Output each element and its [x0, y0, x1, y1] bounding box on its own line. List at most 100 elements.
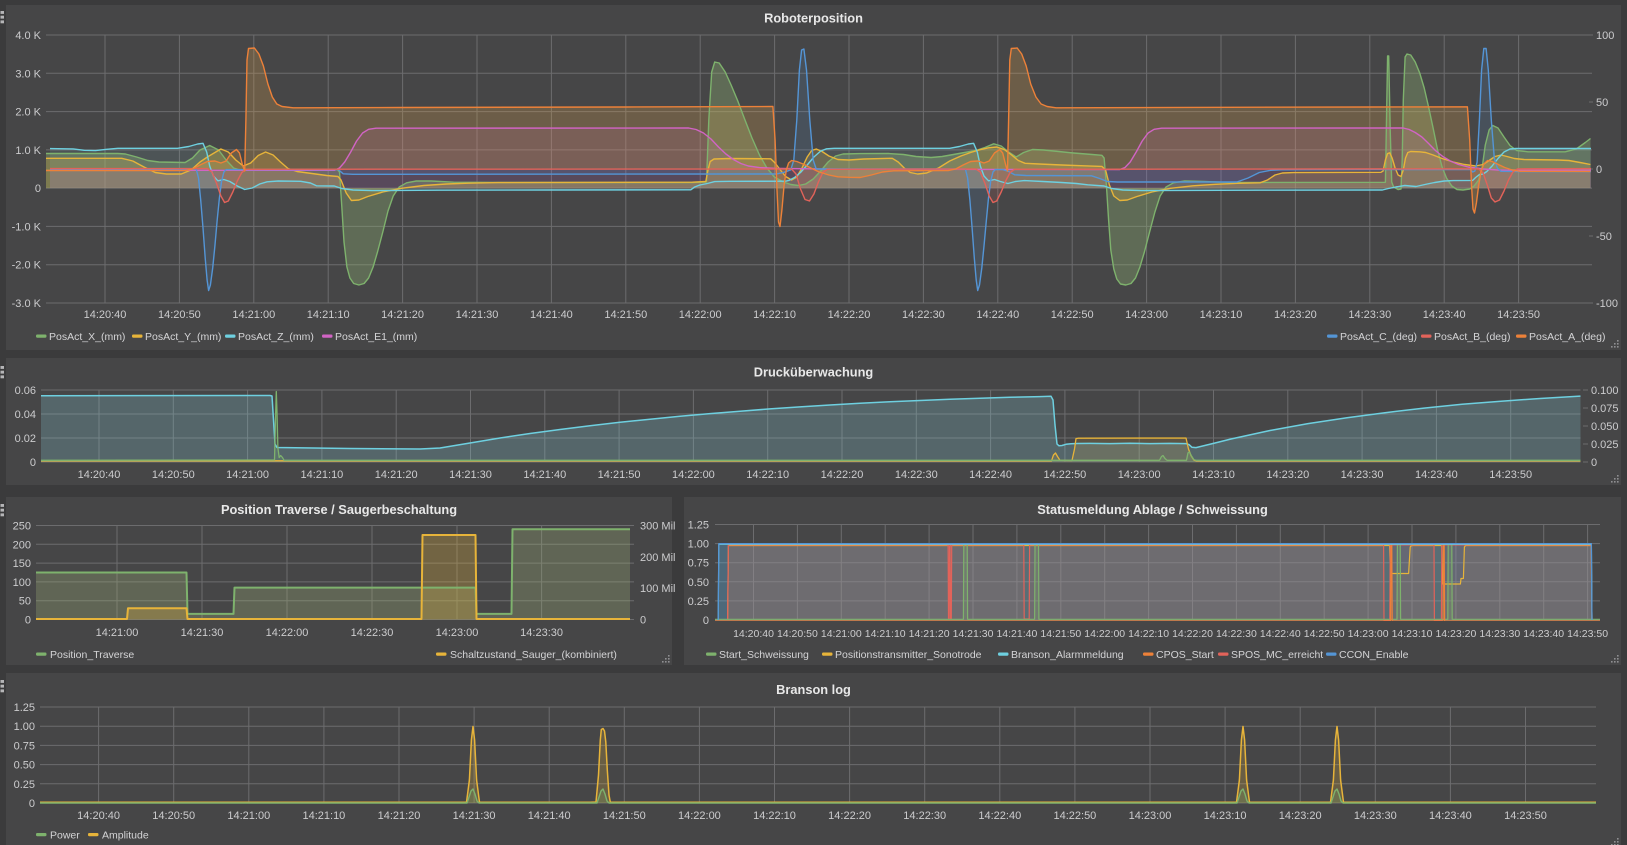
svg-text:14:23:30: 14:23:30	[1479, 628, 1520, 640]
svg-text:Schaltzustand_Sauger_(kombinie: Schaltzustand_Sauger_(kombiniert)	[450, 649, 617, 661]
svg-text:14:21:50: 14:21:50	[603, 810, 646, 822]
svg-text:14:21:50: 14:21:50	[604, 309, 647, 321]
svg-text:14:23:40: 14:23:40	[1429, 810, 1472, 822]
svg-text:Roboterposition: Roboterposition	[764, 11, 863, 26]
svg-text:14:22:20: 14:22:20	[821, 469, 864, 481]
svg-text:Positionstransmitter_Sonotrode: Positionstransmitter_Sonotrode	[835, 649, 982, 661]
svg-text:14:22:00: 14:22:00	[1084, 628, 1125, 640]
svg-text:14:22:40: 14:22:40	[976, 309, 1019, 321]
svg-text:14:21:00: 14:21:00	[821, 628, 862, 640]
svg-text:Statusmeldung Ablage / Schweis: Statusmeldung Ablage / Schweissung	[1037, 502, 1268, 517]
svg-text:PosAct_Y_(mm): PosAct_Y_(mm)	[145, 331, 221, 343]
svg-text:14:23:30: 14:23:30	[1348, 309, 1391, 321]
svg-text:14:20:50: 14:20:50	[777, 628, 818, 640]
svg-text:14:21:00: 14:21:00	[96, 627, 139, 639]
svg-text:14:21:20: 14:21:20	[375, 469, 418, 481]
svg-text:14:20:50: 14:20:50	[158, 309, 201, 321]
svg-text:14:22:50: 14:22:50	[1051, 309, 1094, 321]
svg-text:14:21:20: 14:21:20	[378, 810, 421, 822]
svg-text:14:21:00: 14:21:00	[226, 469, 269, 481]
svg-text:0.04: 0.04	[15, 409, 36, 421]
svg-text:0: 0	[703, 615, 709, 627]
svg-text:0.25: 0.25	[14, 779, 35, 791]
svg-text:14:21:20: 14:21:20	[381, 309, 424, 321]
svg-text:14:23:10: 14:23:10	[1200, 309, 1243, 321]
svg-text:PosAct_B_(deg): PosAct_B_(deg)	[1434, 331, 1510, 343]
svg-text:14:23:20: 14:23:20	[1435, 628, 1476, 640]
svg-text:14:21:50: 14:21:50	[1040, 628, 1081, 640]
svg-text:14:22:10: 14:22:10	[1128, 628, 1169, 640]
svg-text:14:23:10: 14:23:10	[1204, 810, 1247, 822]
svg-text:1.25: 1.25	[14, 702, 35, 714]
svg-text:14:21:00: 14:21:00	[232, 309, 275, 321]
svg-text:0.100: 0.100	[1591, 385, 1619, 397]
svg-text:14:21:10: 14:21:10	[307, 309, 350, 321]
svg-text:Branson_Alarmmeldung: Branson_Alarmmeldung	[1011, 649, 1124, 661]
svg-text:0: 0	[35, 183, 41, 195]
svg-text:250: 250	[13, 521, 31, 533]
svg-text:0.50: 0.50	[14, 760, 35, 772]
svg-text:14:23:30: 14:23:30	[520, 627, 563, 639]
svg-text:14:22:20: 14:22:20	[828, 810, 871, 822]
svg-text:14:23:00: 14:23:00	[436, 627, 479, 639]
svg-text:14:20:40: 14:20:40	[77, 810, 120, 822]
svg-text:14:21:30: 14:21:30	[453, 810, 496, 822]
svg-text:0.075: 0.075	[1591, 403, 1619, 415]
svg-text:14:23:50: 14:23:50	[1567, 628, 1608, 640]
svg-text:0.06: 0.06	[15, 385, 36, 397]
svg-text:14:22:00: 14:22:00	[672, 469, 715, 481]
svg-text:-3.0 K: -3.0 K	[12, 298, 42, 310]
svg-text:14:21:30: 14:21:30	[449, 469, 492, 481]
svg-text:14:21:10: 14:21:10	[865, 628, 906, 640]
svg-text:14:22:40: 14:22:40	[969, 469, 1012, 481]
svg-text:14:21:40: 14:21:40	[523, 469, 566, 481]
svg-text:14:22:30: 14:22:30	[1216, 628, 1257, 640]
svg-text:14:21:30: 14:21:30	[953, 628, 994, 640]
svg-text:0: 0	[1591, 457, 1597, 469]
svg-text:14:23:40: 14:23:40	[1415, 469, 1458, 481]
svg-text:14:21:40: 14:21:40	[530, 309, 573, 321]
svg-text:14:21:10: 14:21:10	[302, 810, 345, 822]
svg-text:14:23:50: 14:23:50	[1497, 309, 1540, 321]
svg-text:0: 0	[25, 615, 31, 627]
svg-text:0.025: 0.025	[1591, 439, 1619, 451]
svg-text:0.02: 0.02	[15, 433, 36, 445]
svg-text:14:22:00: 14:22:00	[679, 309, 722, 321]
svg-text:Amplitude: Amplitude	[102, 830, 149, 842]
svg-text:1.25: 1.25	[688, 520, 709, 532]
svg-text:14:21:20: 14:21:20	[909, 628, 950, 640]
svg-text:14:23:40: 14:23:40	[1523, 628, 1564, 640]
svg-text:14:22:30: 14:22:30	[903, 810, 946, 822]
svg-text:14:20:40: 14:20:40	[84, 309, 127, 321]
svg-text:14:21:00: 14:21:00	[227, 810, 270, 822]
svg-text:14:22:40: 14:22:40	[1260, 628, 1301, 640]
svg-text:14:22:10: 14:22:10	[753, 810, 796, 822]
svg-text:14:20:40: 14:20:40	[78, 469, 121, 481]
svg-text:0.050: 0.050	[1591, 421, 1619, 433]
svg-text:PosAct_E1_(mm): PosAct_E1_(mm)	[335, 331, 417, 343]
svg-text:14:20:50: 14:20:50	[152, 469, 195, 481]
svg-text:14:23:50: 14:23:50	[1504, 810, 1547, 822]
svg-text:100: 100	[13, 577, 31, 589]
svg-text:14:23:20: 14:23:20	[1266, 469, 1309, 481]
svg-text:14:21:10: 14:21:10	[300, 469, 343, 481]
svg-text:14:23:20: 14:23:20	[1279, 810, 1322, 822]
svg-text:0: 0	[30, 457, 36, 469]
svg-text:50: 50	[1596, 97, 1608, 109]
svg-text:14:23:10: 14:23:10	[1392, 628, 1433, 640]
svg-text:14:22:00: 14:22:00	[678, 810, 721, 822]
svg-text:14:20:50: 14:20:50	[152, 810, 195, 822]
svg-text:14:21:30: 14:21:30	[456, 309, 499, 321]
svg-text:0.75: 0.75	[14, 740, 35, 752]
svg-text:14:21:40: 14:21:40	[528, 810, 571, 822]
svg-text:0: 0	[29, 798, 35, 810]
svg-text:1.00: 1.00	[14, 721, 35, 733]
svg-text:14:22:50: 14:22:50	[1304, 628, 1345, 640]
svg-text:14:22:20: 14:22:20	[828, 309, 871, 321]
svg-text:-1.0 K: -1.0 K	[12, 221, 42, 233]
svg-text:14:22:00: 14:22:00	[266, 627, 309, 639]
svg-text:200 Mil: 200 Mil	[640, 552, 675, 564]
svg-text:CPOS_Start: CPOS_Start	[1156, 649, 1214, 661]
svg-text:100: 100	[1596, 30, 1614, 42]
svg-text:14:23:00: 14:23:00	[1348, 628, 1389, 640]
